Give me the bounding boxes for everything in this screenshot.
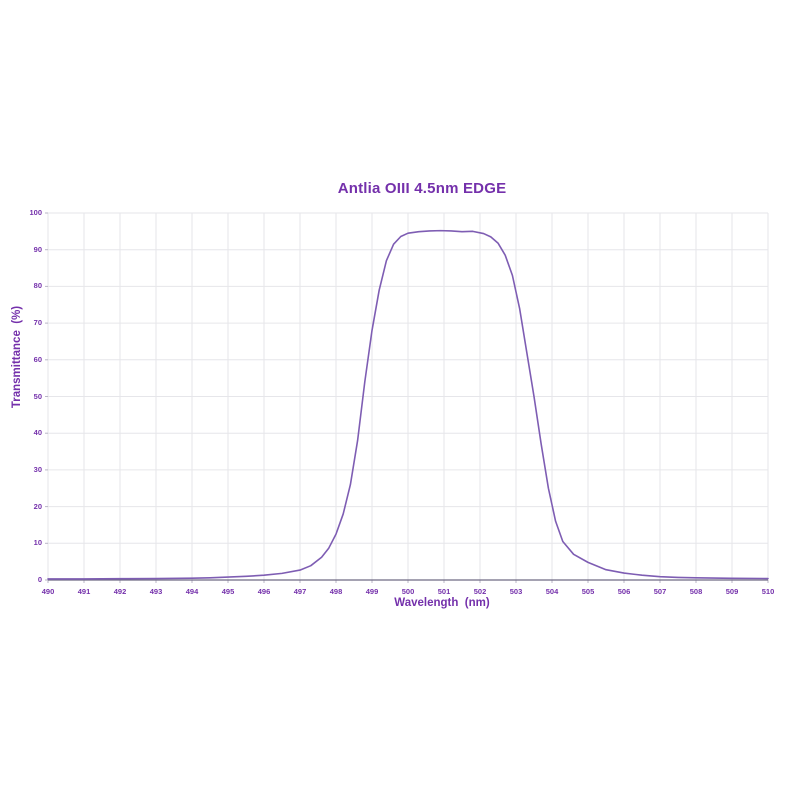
x-tick-label: 498	[329, 587, 343, 596]
x-tick-label: 504	[545, 587, 559, 596]
y-tick-label: 60	[33, 354, 42, 364]
x-tick-label: 491	[77, 587, 91, 596]
y-tick-label: 30	[33, 464, 42, 474]
x-tick-label: 500	[401, 587, 415, 596]
x-tick-label: 496	[257, 587, 271, 596]
y-tick-label: 20	[33, 501, 42, 511]
x-tick-label: 502	[473, 587, 487, 596]
x-tick-label: 510	[761, 587, 775, 596]
x-tick-label: 508	[689, 587, 703, 596]
x-tick-label: 494	[185, 587, 199, 596]
x-tick-label: 506	[617, 587, 631, 596]
chart-title: Antlia OIII 4.5nm EDGE	[337, 180, 507, 197]
y-tick-label: 50	[33, 391, 42, 401]
x-tick-label: 503	[509, 587, 523, 596]
y-tick-label: 40	[33, 428, 42, 438]
x-tick-label: 497	[293, 587, 307, 596]
x-tick-label: 493	[149, 587, 163, 596]
x-tick-label: 499	[365, 587, 379, 596]
x-tick-label: 495	[221, 587, 235, 596]
x-axis-title: Wavelength (nm)	[394, 597, 490, 609]
y-tick-label: 100	[29, 208, 42, 217]
y-tick-label: 80	[33, 281, 42, 291]
x-tick-label: 507	[653, 587, 667, 596]
x-tick-label: 509	[725, 587, 739, 596]
y-tick-label: 70	[33, 318, 42, 328]
x-tick-label: 492	[113, 587, 127, 596]
x-tick-label: 505	[581, 587, 595, 596]
y-tick-label: 10	[33, 538, 42, 548]
y-tick-label: 0	[37, 575, 42, 584]
y-tick-label: 90	[33, 244, 42, 254]
x-tick-label: 490	[41, 587, 55, 596]
x-tick-label: 501	[437, 587, 451, 596]
transmittance-curve	[47, 229, 769, 580]
